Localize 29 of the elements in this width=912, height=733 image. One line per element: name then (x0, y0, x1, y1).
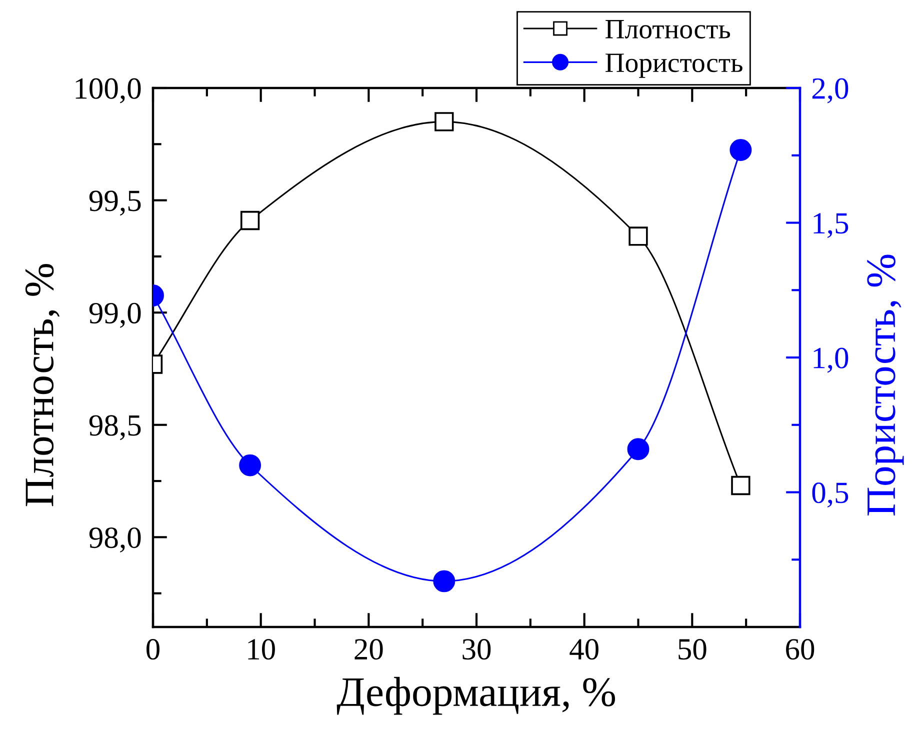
y-tick-label: 98,5 (89, 415, 141, 440)
point (628, 226, 648, 246)
y2-tick-label: 1,0 (814, 348, 848, 373)
x-tick-label: 60 (786, 638, 814, 660)
x-tick-label: 40 (570, 638, 598, 660)
x-tick-label: 50 (678, 638, 706, 660)
y2-tick-label: 0,5 (812, 482, 848, 508)
y2-tick-label: 2,0 (812, 78, 848, 104)
y2-axis-title: Пористость, % (867, 254, 904, 516)
point (434, 112, 454, 132)
x-tick-label: 0 (146, 638, 160, 660)
point (730, 139, 752, 161)
x-axis-title: Деформация, % (336, 676, 616, 715)
y-tick-label: 99,0 (89, 302, 141, 328)
point (240, 210, 260, 230)
point (627, 438, 650, 460)
x-tick-label: 20 (354, 638, 383, 660)
y-tick-label: 98,0 (89, 527, 141, 552)
y-tick-label: 100,0 (76, 78, 141, 104)
y2-tick-label: 1,5 (814, 213, 848, 238)
legend-label: Пористость (606, 54, 742, 78)
y-axis-title: Плотность, % (25, 264, 60, 506)
x-tick-label: 10 (248, 638, 275, 660)
legend-label: Плотность (606, 20, 730, 38)
point (239, 454, 262, 476)
x-tick-label: 30 (462, 638, 491, 660)
point (731, 476, 750, 496)
point (433, 570, 456, 592)
y-tick-label: 99,5 (89, 190, 141, 216)
